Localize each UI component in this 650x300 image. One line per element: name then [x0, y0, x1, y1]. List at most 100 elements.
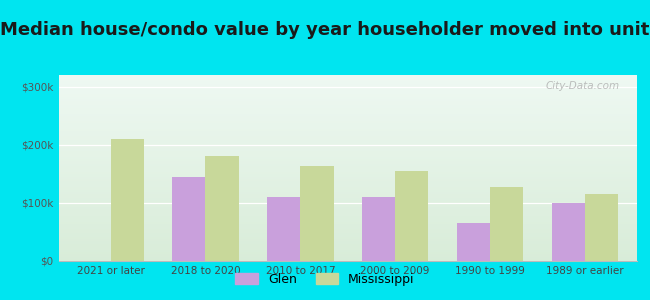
- Bar: [58, 214, 637, 216]
- Bar: [58, 255, 637, 257]
- Bar: [58, 105, 637, 106]
- Bar: [58, 233, 637, 235]
- Bar: [58, 198, 637, 200]
- Bar: [205, 156, 239, 261]
- Bar: [552, 203, 585, 261]
- Bar: [58, 200, 637, 202]
- Bar: [58, 162, 637, 164]
- Bar: [58, 103, 637, 105]
- Bar: [58, 122, 637, 123]
- Bar: [58, 106, 637, 109]
- Bar: [58, 250, 637, 252]
- Bar: [58, 196, 637, 198]
- Bar: [457, 223, 490, 261]
- Bar: [58, 159, 637, 161]
- Bar: [58, 82, 637, 84]
- Bar: [58, 109, 637, 110]
- Bar: [58, 227, 637, 230]
- Bar: [58, 123, 637, 125]
- Bar: [58, 259, 637, 261]
- Bar: [58, 116, 637, 118]
- Bar: [58, 99, 637, 101]
- Bar: [58, 94, 637, 95]
- Bar: [111, 139, 144, 261]
- Bar: [58, 209, 637, 211]
- Bar: [58, 149, 637, 151]
- Bar: [58, 170, 637, 172]
- Bar: [58, 190, 637, 192]
- Bar: [58, 192, 637, 194]
- Bar: [58, 222, 637, 224]
- Bar: [58, 84, 637, 86]
- Bar: [58, 151, 637, 153]
- Bar: [58, 202, 637, 203]
- Bar: [58, 230, 637, 231]
- Bar: [58, 179, 637, 181]
- Bar: [362, 197, 395, 261]
- Bar: [58, 194, 637, 196]
- Bar: [58, 90, 637, 92]
- Bar: [58, 140, 637, 142]
- Bar: [58, 216, 637, 218]
- Bar: [58, 101, 637, 103]
- Bar: [267, 197, 300, 261]
- Bar: [585, 194, 618, 261]
- Bar: [58, 112, 637, 114]
- Bar: [172, 177, 205, 261]
- Legend: Glen, Mississippi: Glen, Mississippi: [231, 268, 419, 291]
- Bar: [58, 203, 637, 205]
- Bar: [58, 134, 637, 136]
- Bar: [58, 160, 637, 162]
- Bar: [58, 146, 637, 148]
- Bar: [58, 213, 637, 214]
- Bar: [58, 242, 637, 244]
- Bar: [58, 120, 637, 122]
- Bar: [58, 133, 637, 134]
- Bar: [58, 88, 637, 90]
- Bar: [58, 125, 637, 127]
- Bar: [58, 131, 637, 133]
- Bar: [58, 181, 637, 183]
- Bar: [58, 168, 637, 170]
- Bar: [58, 248, 637, 250]
- Bar: [395, 171, 428, 261]
- Bar: [58, 155, 637, 157]
- Bar: [58, 157, 637, 159]
- Bar: [58, 235, 637, 237]
- Text: City-Data.com: City-Data.com: [545, 81, 619, 91]
- Bar: [58, 177, 637, 179]
- Bar: [58, 205, 637, 207]
- Bar: [58, 246, 637, 248]
- Bar: [490, 187, 523, 261]
- Bar: [58, 224, 637, 226]
- Bar: [58, 257, 637, 259]
- Bar: [58, 220, 637, 222]
- Bar: [58, 138, 637, 140]
- Text: Median house/condo value by year householder moved into unit: Median house/condo value by year househo…: [0, 21, 650, 39]
- Bar: [58, 207, 637, 209]
- Bar: [58, 136, 637, 138]
- Bar: [58, 231, 637, 233]
- Bar: [58, 176, 637, 177]
- Bar: [58, 183, 637, 185]
- Bar: [58, 148, 637, 149]
- Bar: [58, 77, 637, 79]
- Bar: [58, 110, 637, 112]
- Bar: [58, 239, 637, 241]
- Bar: [58, 172, 637, 174]
- Bar: [58, 254, 637, 255]
- Bar: [58, 185, 637, 187]
- Bar: [58, 187, 637, 188]
- Bar: [58, 114, 637, 116]
- Bar: [58, 188, 637, 190]
- Bar: [58, 218, 637, 220]
- Bar: [58, 241, 637, 242]
- Bar: [58, 81, 637, 82]
- Bar: [58, 79, 637, 81]
- Bar: [58, 142, 637, 144]
- Bar: [58, 174, 637, 176]
- Bar: [58, 252, 637, 254]
- Bar: [58, 166, 637, 168]
- Bar: [58, 75, 637, 77]
- Bar: [58, 244, 637, 246]
